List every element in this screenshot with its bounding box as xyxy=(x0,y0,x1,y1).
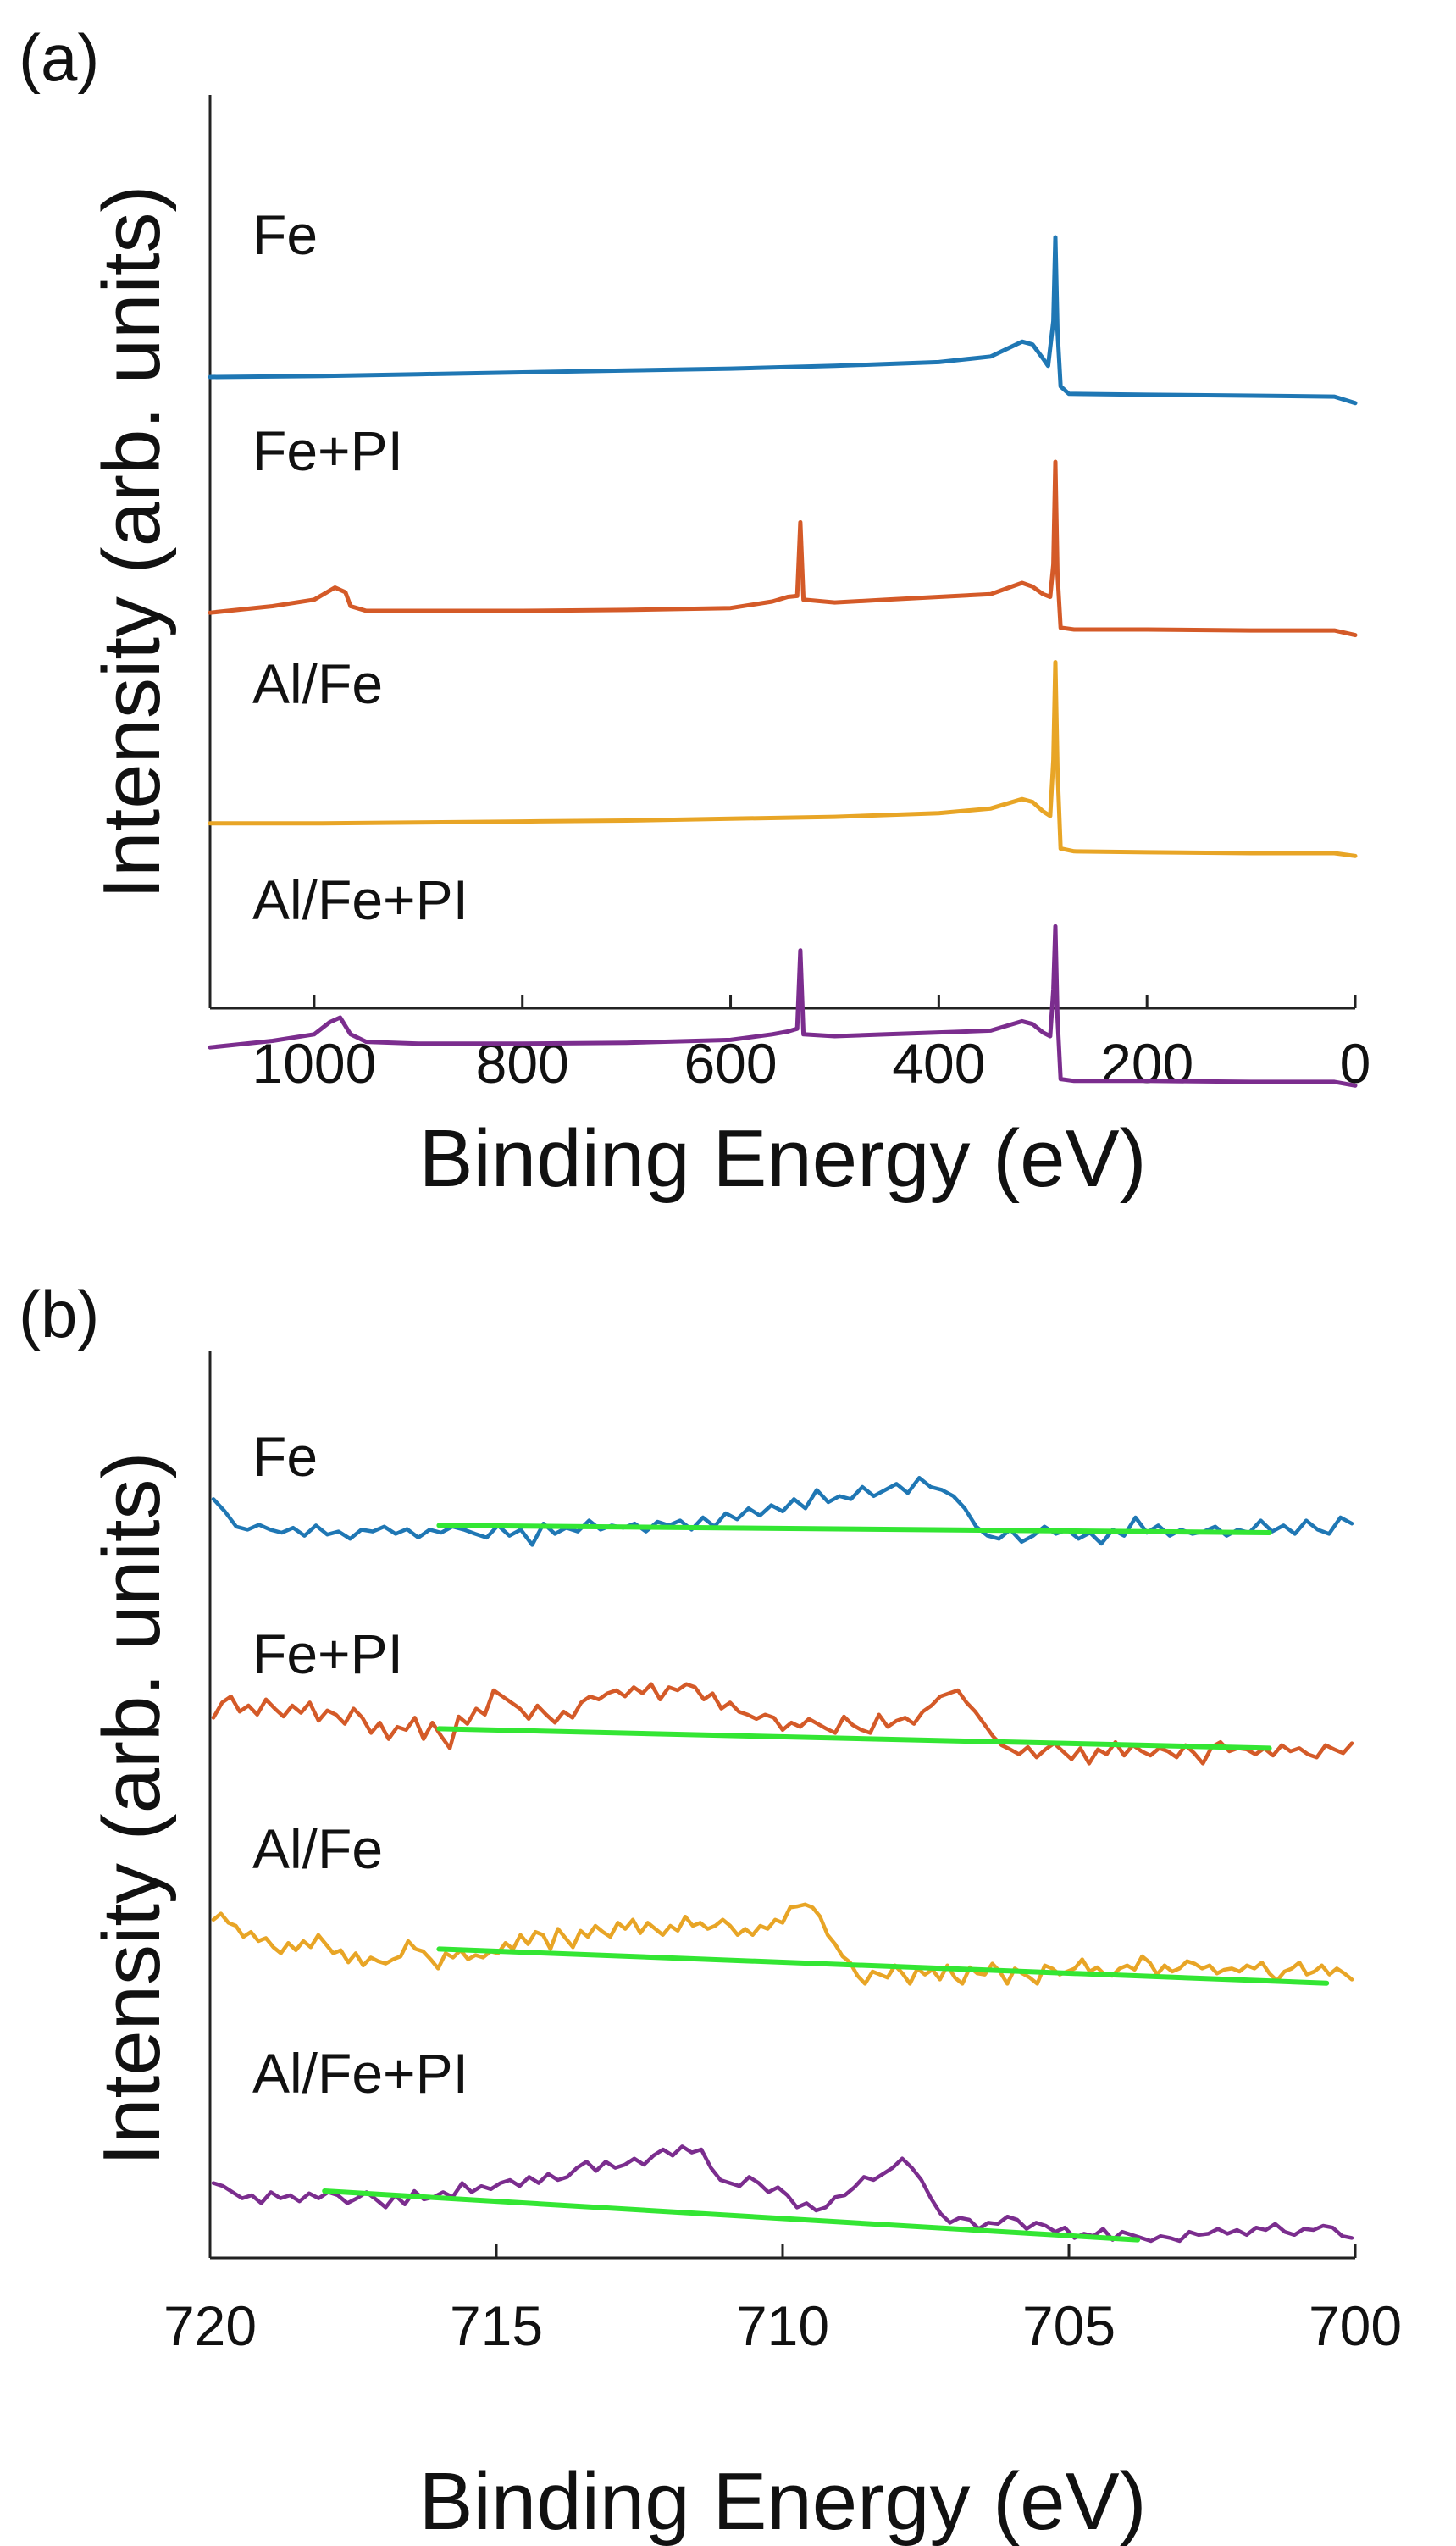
panel-b-series-line-fe-plus-pi xyxy=(211,1682,1354,1766)
panel-b-series-labels: Fe Fe+PI Al/Fe Al/Fe+PI xyxy=(252,1425,468,2105)
panel-a-series-line-al-fe-plus-pi xyxy=(208,924,1358,1088)
panel-b-x-tick-label: 705 xyxy=(1022,2294,1116,2357)
panel-b-series-label-fe-plus-pi: Fe+PI xyxy=(252,1622,403,1685)
panel-b-x-tick-label: 715 xyxy=(450,2294,543,2357)
panel-b-baseline-fe xyxy=(436,1523,1272,1535)
panel-b-series-line-al-fe-plus-pi xyxy=(211,2144,1354,2244)
panel-a-x-tick-label: 400 xyxy=(892,1032,985,1095)
panel-b-label: (b) xyxy=(19,1277,99,1351)
panel-b-x-tick-label: 700 xyxy=(1309,2294,1402,2357)
panel-b-series-label-al-fe-plus-pi: Al/Fe+PI xyxy=(252,2042,468,2105)
panel-a-series-label-al-fe: Al/Fe xyxy=(252,652,383,715)
panel-a-series-label-al-fe-plus-pi: Al/Fe+PI xyxy=(252,868,468,931)
panel-a: (a) Intensity (arb. units) 1000 800 600 400… xyxy=(19,20,1370,1204)
panel-a-x-ticks xyxy=(313,995,1357,1008)
panel-a-x-tick-label: 200 xyxy=(1100,1032,1193,1095)
panel-a-series xyxy=(208,235,1358,1088)
panel-a-y-axis-title: Intensity (arb. units) xyxy=(86,186,177,900)
panel-b-x-ticks xyxy=(208,2244,1357,2258)
panel-b-x-tick-label: 720 xyxy=(163,2294,257,2357)
panel-a-label: (a) xyxy=(19,20,99,95)
panel-a-series-label-fe-plus-pi: Fe+PI xyxy=(252,419,403,482)
panel-b-x-tick-label: 710 xyxy=(736,2294,829,2357)
panel-a-x-tick-labels: 1000 800 600 400 200 0 xyxy=(252,1032,1370,1095)
panel-a-series-line-al-fe xyxy=(208,660,1358,858)
panel-b-baselines xyxy=(322,1523,1330,2243)
panel-b: (b) Intensity (arb. units) 720 715 710 705 7… xyxy=(19,1277,1402,2546)
panel-b-series-label-al-fe: Al/Fe xyxy=(252,1817,383,1880)
panel-a-series-line-fe xyxy=(208,235,1358,406)
panel-b-baseline-fe-plus-pi xyxy=(436,1726,1272,1751)
panel-a-series-label-fe: Fe xyxy=(252,203,318,266)
panel-b-baseline-al-fe xyxy=(436,1946,1330,1986)
panel-b-series xyxy=(211,1475,1354,2244)
panel-a-series-labels: Fe Fe+PI Al/Fe Al/Fe+PI xyxy=(252,203,468,931)
panel-b-y-axis-title: Intensity (arb. units) xyxy=(86,1452,177,2166)
panel-b-series-line-fe xyxy=(211,1475,1354,1547)
panel-b-x-axis-title: Binding Energy (eV) xyxy=(418,2456,1146,2546)
panel-b-series-label-fe: Fe xyxy=(252,1425,318,1488)
panel-a-series-line-fe-plus-pi xyxy=(208,459,1358,638)
panel-b-series-line-al-fe xyxy=(211,1902,1354,1986)
panel-b-x-tick-labels: 720 715 710 705 700 xyxy=(163,2294,1402,2357)
panel-a-x-axis-title: Binding Energy (eV) xyxy=(418,1113,1146,1204)
panel-b-baseline-al-fe-plus-pi xyxy=(322,2188,1141,2243)
